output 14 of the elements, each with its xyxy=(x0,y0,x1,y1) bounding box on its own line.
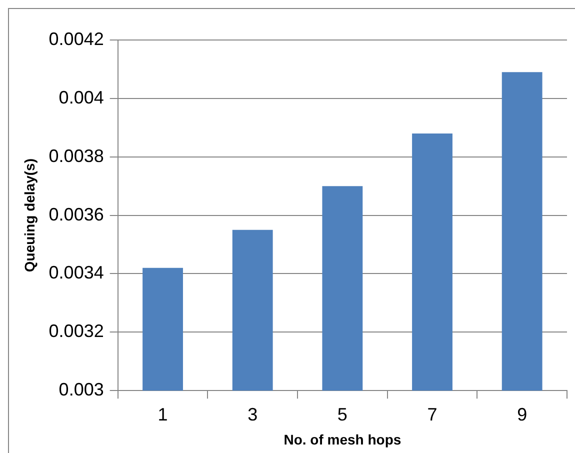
y-tick-label: 0.0034 xyxy=(48,262,104,283)
y-tick-label: 0.0032 xyxy=(48,321,104,342)
x-tick-label: 5 xyxy=(337,404,348,424)
x-tick-label: 7 xyxy=(427,404,438,424)
y-tick-label: 0.004 xyxy=(58,87,104,108)
x-axis-title: No. of mesh hops xyxy=(284,431,402,448)
y-tick-label: 0.0036 xyxy=(48,204,104,224)
y-tick-label: 0.003 xyxy=(58,380,104,400)
y-tick-label: 0.0038 xyxy=(48,146,104,166)
x-tick-label: 9 xyxy=(517,404,528,424)
y-axis-title: Queuing delay(s) xyxy=(21,158,38,272)
x-tick-label: 1 xyxy=(158,404,168,424)
y-tick-label: 0.0042 xyxy=(48,28,104,49)
x-tick-label: 3 xyxy=(248,404,258,424)
